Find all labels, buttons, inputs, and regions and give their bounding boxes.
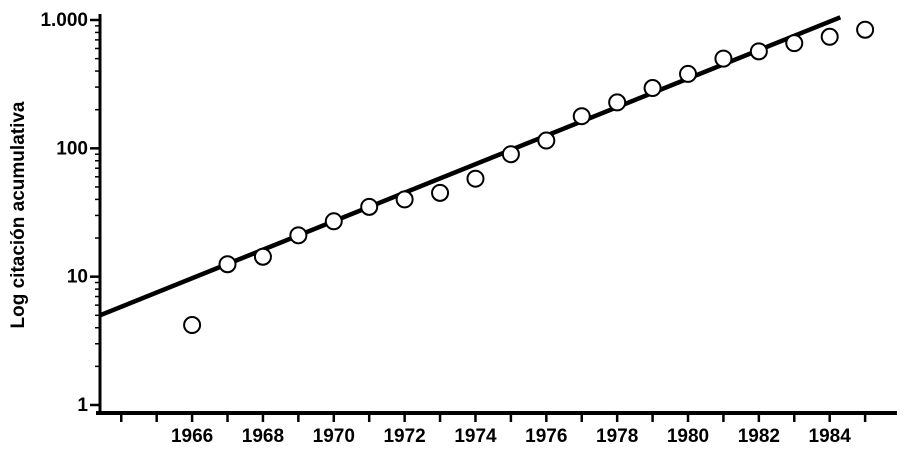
tick-marks [90, 18, 867, 422]
data-point [679, 64, 698, 83]
data-point [856, 20, 875, 39]
data-point [537, 131, 556, 150]
axes [96, 14, 897, 415]
data-point [183, 316, 202, 335]
x-tick-label: 1972 [383, 426, 425, 447]
y-tick-label: 10 [67, 267, 88, 288]
data-point [289, 226, 308, 245]
x-tick-label: 1966 [171, 426, 213, 447]
y-tick-label: 1.000 [40, 10, 88, 31]
x-tick-label: 1976 [525, 426, 567, 447]
data-point [395, 190, 414, 209]
data-point [714, 49, 733, 68]
data-point [466, 169, 485, 188]
y-axis-label: Log citación acumulativa [8, 101, 29, 328]
y-tick-label: 1 [77, 395, 88, 416]
x-tick-label: 1984 [809, 426, 852, 447]
x-tick-label: 1974 [454, 426, 497, 447]
x-tick-label: 1982 [738, 426, 780, 447]
data-point [608, 93, 627, 112]
x-tick-label: 1978 [596, 426, 638, 447]
data-point [572, 107, 591, 126]
data-point [785, 34, 804, 53]
y-tick-label: 100 [56, 138, 88, 159]
data-point [749, 42, 768, 61]
data-point [360, 197, 379, 216]
data-points [183, 20, 875, 335]
x-tick-label: 1970 [313, 426, 355, 447]
data-point [643, 79, 662, 98]
data-point [218, 255, 237, 274]
x-tick-label: 1980 [667, 426, 709, 447]
data-point [820, 27, 839, 46]
data-point [431, 183, 450, 202]
data-point [324, 212, 343, 231]
data-point [253, 247, 272, 266]
data-point [501, 145, 520, 164]
tick-labels: 1 10 100 1.000 1966 1968 1970 1972 1974 1976 1978 1… [40, 10, 851, 447]
x-tick-label: 1968 [242, 426, 284, 447]
